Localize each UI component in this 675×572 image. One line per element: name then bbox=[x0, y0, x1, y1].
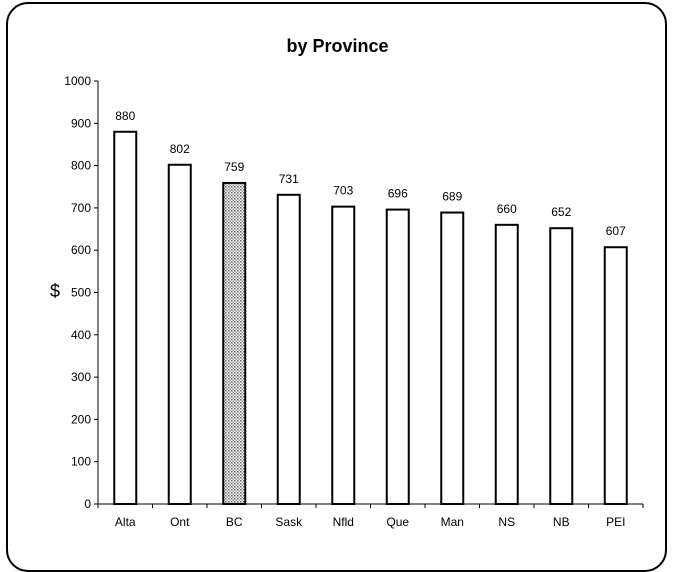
x-tick-label-bc: BC bbox=[226, 515, 243, 529]
bar-man bbox=[440, 211, 465, 505]
data-label-man: 689 bbox=[442, 190, 462, 204]
y-tick-label: 300 bbox=[71, 370, 91, 384]
x-tick-label-ont: Ont bbox=[170, 515, 190, 529]
data-label-nb: 652 bbox=[551, 205, 571, 219]
y-tick-label: 500 bbox=[71, 286, 91, 300]
bar-sask bbox=[276, 193, 301, 506]
data-label-nfld: 703 bbox=[333, 184, 353, 198]
bar-pei bbox=[603, 246, 628, 505]
y-tick-label: 700 bbox=[71, 201, 91, 215]
data-label-sask: 731 bbox=[279, 172, 299, 186]
y-tick-label: 100 bbox=[71, 455, 91, 469]
x-tick-label-que: Que bbox=[386, 515, 409, 529]
bar-que bbox=[385, 208, 410, 505]
bar-nfld bbox=[331, 205, 356, 505]
x-tick-label-nb: NB bbox=[553, 515, 570, 529]
bar-bc bbox=[222, 181, 247, 505]
y-tick-label: 600 bbox=[71, 243, 91, 257]
data-label-ns: 660 bbox=[497, 202, 517, 216]
data-label-alta: 880 bbox=[115, 109, 135, 123]
y-tick-label: 400 bbox=[71, 328, 91, 342]
bar-alta bbox=[113, 130, 138, 505]
x-tick-label-nfld: Nfld bbox=[333, 515, 354, 529]
x-tick-label-pei: PEI bbox=[606, 515, 625, 529]
data-label-que: 696 bbox=[388, 187, 408, 201]
bar-ont bbox=[167, 163, 192, 505]
data-label-ont: 802 bbox=[170, 142, 190, 156]
bar-nb bbox=[549, 227, 574, 505]
y-tick-label: 1000 bbox=[64, 74, 91, 88]
data-label-pei: 607 bbox=[606, 224, 626, 238]
y-tick-label: 200 bbox=[71, 412, 91, 426]
x-tick-label-sask: Sask bbox=[275, 515, 303, 529]
bar-ns bbox=[494, 223, 519, 505]
x-tick-label-man: Man bbox=[441, 515, 464, 529]
y-axis-label: $ bbox=[50, 281, 61, 301]
x-tick-label-ns: NS bbox=[498, 515, 515, 529]
data-label-bc: 759 bbox=[224, 160, 244, 174]
chart-title: by Province bbox=[286, 36, 389, 56]
x-tick-label-alta: Alta bbox=[115, 515, 136, 529]
y-tick-label: 0 bbox=[84, 497, 91, 511]
y-tick-label: 800 bbox=[71, 159, 91, 173]
y-tick-label: 900 bbox=[71, 116, 91, 130]
